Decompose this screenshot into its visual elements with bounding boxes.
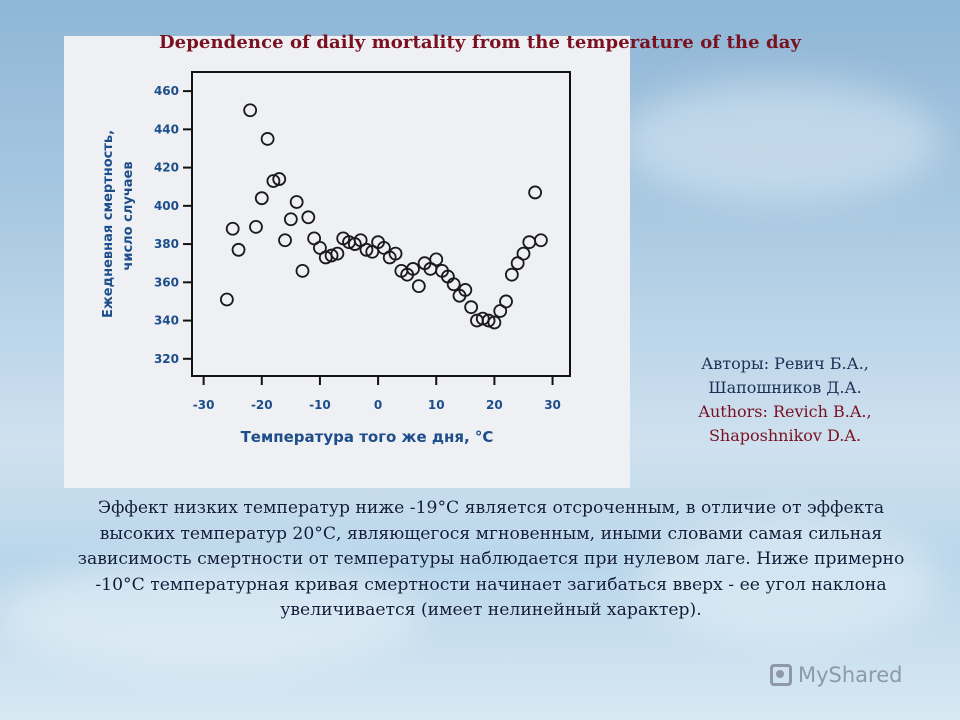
authors-en-line-2: Shaposhnikov D.A. — [708, 426, 862, 445]
y-tick-label: 380 — [154, 237, 179, 251]
x-tick-label: -20 — [251, 398, 273, 412]
y-tick-label: 460 — [154, 84, 179, 98]
x-tick-label: 20 — [486, 398, 503, 412]
x-tick-label: -10 — [309, 398, 331, 412]
y-axis-title-line-2: число случаев — [121, 161, 136, 270]
data-point — [225, 221, 240, 236]
cloud-decoration — [640, 520, 940, 640]
data-point — [534, 233, 548, 248]
data-point — [295, 263, 310, 278]
data-point — [429, 252, 444, 267]
data-point — [446, 277, 461, 292]
authors-block: Авторы: Ревич Б.А., Шапошников Д.А. Auth… — [660, 352, 910, 448]
x-axis-title: Температура того же дня, °С — [241, 428, 494, 446]
data-point — [266, 174, 281, 188]
y-tick-label: 400 — [154, 199, 179, 213]
data-point — [406, 262, 420, 276]
y-tick-label: 360 — [154, 275, 179, 289]
data-point — [411, 279, 426, 294]
y-tick-label: 340 — [154, 314, 179, 328]
chart-figure: 320 340 360 380 400 420 440 460 -30 -20 -10 0 10 20 30… — [64, 36, 630, 488]
data-point — [528, 185, 543, 200]
data-point — [487, 315, 502, 330]
authors-en-line-1: Authors: Revich B.A., — [698, 402, 872, 421]
data-point — [516, 246, 531, 261]
data-point — [260, 132, 275, 146]
plot-frame — [191, 71, 571, 377]
data-point — [254, 191, 269, 206]
data-point — [522, 235, 537, 250]
data-point — [219, 292, 234, 307]
watermark-text: MyShared — [798, 663, 903, 687]
y-tick-label: 440 — [154, 122, 179, 136]
data-point — [388, 246, 403, 261]
authors-ru-line-2: Шапошников Д.А. — [708, 378, 862, 397]
data-point — [301, 210, 316, 225]
data-point — [249, 219, 263, 234]
x-tick-label: 10 — [428, 398, 445, 412]
y-axis-title-line-1: Ежедневная смертность, — [101, 130, 116, 318]
slide-title: Dependence of daily mortality from the t… — [158, 32, 802, 53]
y-tick-label: 420 — [154, 161, 179, 175]
data-point — [272, 172, 287, 186]
data-point — [231, 242, 246, 257]
data-point — [499, 294, 513, 309]
description-paragraph: Эффект низких температур ниже -19°С явля… — [77, 498, 905, 620]
data-point — [289, 195, 304, 209]
data-point — [359, 242, 374, 257]
data-point — [464, 300, 479, 315]
data-point — [481, 313, 496, 328]
data-point — [278, 233, 292, 248]
x-tick-label: -30 — [193, 398, 215, 412]
data-point — [283, 212, 298, 227]
data-point — [243, 103, 258, 118]
data-point — [458, 283, 473, 297]
y-tick-label: 320 — [154, 352, 179, 366]
x-tick-label: 30 — [544, 398, 561, 412]
cloud-decoration — [620, 80, 940, 200]
data-point — [324, 248, 339, 263]
x-tick-label: 0 — [374, 398, 382, 412]
watermark: MyShared — [770, 660, 902, 690]
authors-ru-line-1: Авторы: Ревич Б.А., — [701, 354, 869, 373]
myshared-logo-icon — [770, 664, 792, 686]
scatter-chart: 320 340 360 380 400 420 440 460 -30 -20 -10 0 10 20 30… — [101, 71, 571, 446]
data-point — [330, 246, 345, 261]
cloud-decoration — [0, 560, 420, 670]
data-point — [504, 267, 519, 282]
